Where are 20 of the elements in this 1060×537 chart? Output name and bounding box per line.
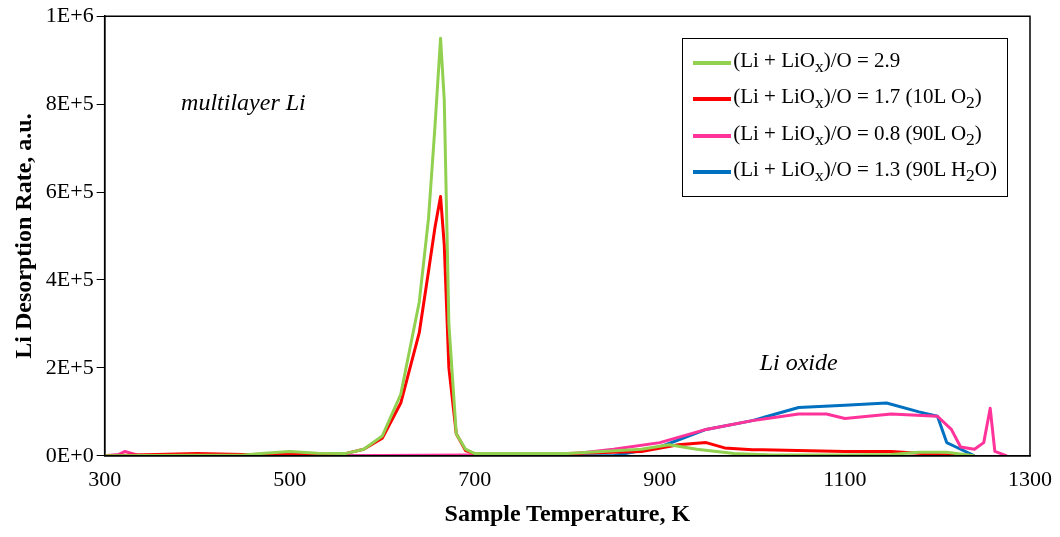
annotation: multilayer Li <box>181 89 306 116</box>
y-tick-label: 2E+5 <box>45 353 94 379</box>
y-tick-label: 1E+6 <box>45 1 94 27</box>
annotation: Li oxide <box>758 348 838 375</box>
y-tick-label: 0E+0 <box>45 441 94 467</box>
x-tick-label: 700 <box>458 465 492 491</box>
legend-label: (Li + LiO$_{x}$)/O = 1.7 (10L O$_{2}$) <box>733 83 982 115</box>
x-tick-label: 900 <box>643 465 677 491</box>
x-tick-label: 300 <box>88 465 122 491</box>
legend-label: (Li + LiO$_{x}$)/O = 0.8 (90L O$_{2}$) <box>733 119 982 151</box>
legend-label: (Li + LiO$_{x}$)/O = 2.9 <box>733 47 901 79</box>
x-tick-label: 500 <box>273 465 307 491</box>
y-axis-title: Li Desorption Rate, a.u. <box>9 113 36 359</box>
x-tick-label: 1100 <box>823 465 867 491</box>
x-axis-title: Sample Temperature, K <box>444 499 691 526</box>
y-tick-label: 4E+5 <box>45 265 94 291</box>
y-tick-label: 8E+5 <box>45 89 94 115</box>
x-tick-label: 1300 <box>1008 465 1052 491</box>
y-tick-label: 6E+5 <box>45 177 94 203</box>
legend-label: (Li + LiO$_{x}$)/O = 1.3 (90L H$_{2}$O) <box>733 155 997 187</box>
